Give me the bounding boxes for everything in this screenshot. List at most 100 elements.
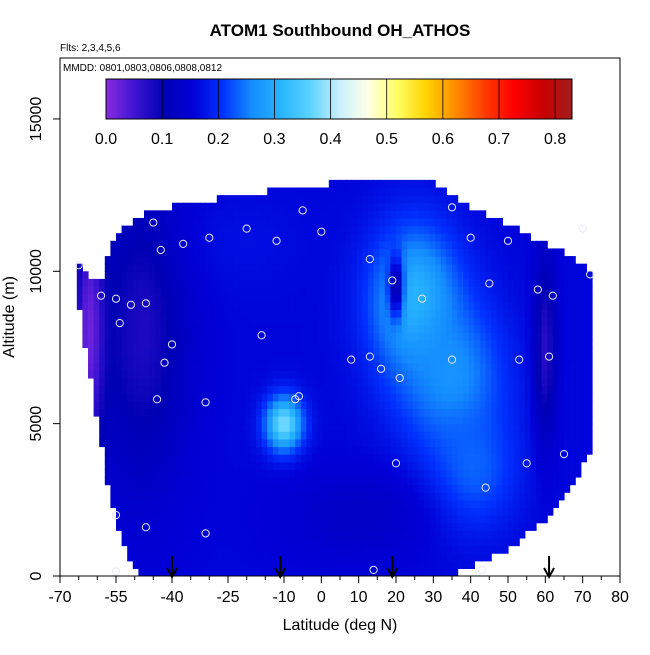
field-cell	[519, 248, 526, 257]
field-cell	[272, 217, 279, 227]
field-cell	[457, 324, 464, 333]
field-cell	[132, 431, 139, 440]
field-cell	[384, 469, 391, 478]
field-cell	[474, 408, 481, 417]
field-cell	[244, 393, 251, 402]
field-cell	[132, 400, 139, 410]
field-cell	[457, 263, 464, 272]
field-cell	[508, 278, 515, 288]
field-cell	[317, 507, 324, 516]
field-cell	[160, 225, 167, 234]
field-cell	[205, 476, 212, 486]
field-cell	[127, 431, 134, 440]
field-cell	[267, 294, 274, 303]
field-cell	[457, 469, 464, 478]
field-cell	[564, 431, 571, 440]
field-cell	[468, 362, 475, 371]
field-cell	[435, 568, 442, 576]
field-cell	[205, 560, 212, 569]
field-cell	[452, 537, 459, 547]
field-cell	[390, 195, 397, 204]
field-cell	[160, 256, 167, 265]
field-cell	[457, 347, 464, 356]
field-cell	[317, 271, 324, 280]
field-cell	[205, 393, 212, 402]
field-cell	[468, 522, 475, 531]
field-cell	[368, 423, 375, 432]
field-cell	[121, 484, 128, 493]
field-cell	[278, 522, 285, 531]
field-cell	[289, 484, 296, 493]
field-cell	[356, 545, 363, 554]
field-cell	[172, 492, 179, 501]
field-cell	[452, 431, 459, 440]
field-cell	[373, 362, 380, 371]
field-cell	[261, 347, 268, 356]
field-cell	[569, 317, 576, 326]
field-cell	[278, 385, 285, 394]
field-cell	[216, 476, 223, 486]
field-cell	[278, 332, 285, 341]
field-cell	[564, 438, 571, 448]
field-cell	[250, 507, 257, 516]
field-cell	[424, 560, 431, 569]
field-cell	[508, 499, 515, 509]
field-cell	[440, 332, 447, 341]
field-cell	[412, 553, 419, 562]
field-cell	[524, 271, 531, 280]
field-cell	[356, 507, 363, 516]
field-cell	[121, 355, 128, 364]
field-cell	[172, 324, 179, 333]
field-cell	[530, 294, 537, 303]
field-cell	[300, 568, 307, 576]
field-cell	[496, 438, 503, 448]
field-cell	[418, 537, 425, 547]
field-cell	[536, 317, 543, 326]
field-cell	[424, 355, 431, 364]
field-cell	[401, 362, 408, 371]
field-cell	[250, 210, 257, 219]
field-cell	[194, 431, 201, 440]
field-cell	[452, 332, 459, 341]
field-cell	[440, 545, 447, 554]
field-cell	[496, 225, 503, 234]
field-cell	[177, 339, 184, 349]
field-cell	[530, 370, 537, 379]
field-cell	[407, 454, 414, 463]
field-cell	[256, 233, 263, 242]
field-cell	[457, 408, 464, 417]
field-cell	[312, 568, 319, 576]
field-cell	[485, 332, 492, 341]
field-cell	[491, 286, 498, 295]
field-cell	[239, 248, 246, 257]
field-cell	[166, 507, 173, 516]
field-cell	[216, 324, 223, 333]
field-cell	[575, 370, 582, 379]
field-cell	[440, 515, 447, 524]
field-cell	[261, 240, 268, 250]
field-cell	[194, 568, 201, 576]
field-cell	[564, 294, 571, 303]
field-cell	[362, 210, 369, 219]
field-cell	[418, 317, 425, 326]
field-cell	[261, 492, 268, 501]
field-cell	[541, 461, 548, 470]
field-cell	[541, 339, 548, 349]
field-cell	[312, 476, 319, 486]
field-cell	[480, 522, 487, 531]
field-cell	[362, 446, 369, 455]
field-cell	[396, 217, 403, 227]
field-cell	[569, 362, 576, 371]
field-cell	[407, 499, 414, 509]
field-cell	[183, 530, 190, 539]
field-cell	[424, 278, 431, 288]
field-cell	[289, 515, 296, 524]
sample-point	[388, 276, 397, 285]
field-cell	[166, 469, 173, 478]
field-cell	[222, 515, 229, 524]
field-cell	[373, 438, 380, 448]
field-cell	[256, 332, 263, 341]
field-cell	[188, 522, 195, 531]
field-cell	[407, 553, 414, 562]
field-cell	[373, 393, 380, 402]
